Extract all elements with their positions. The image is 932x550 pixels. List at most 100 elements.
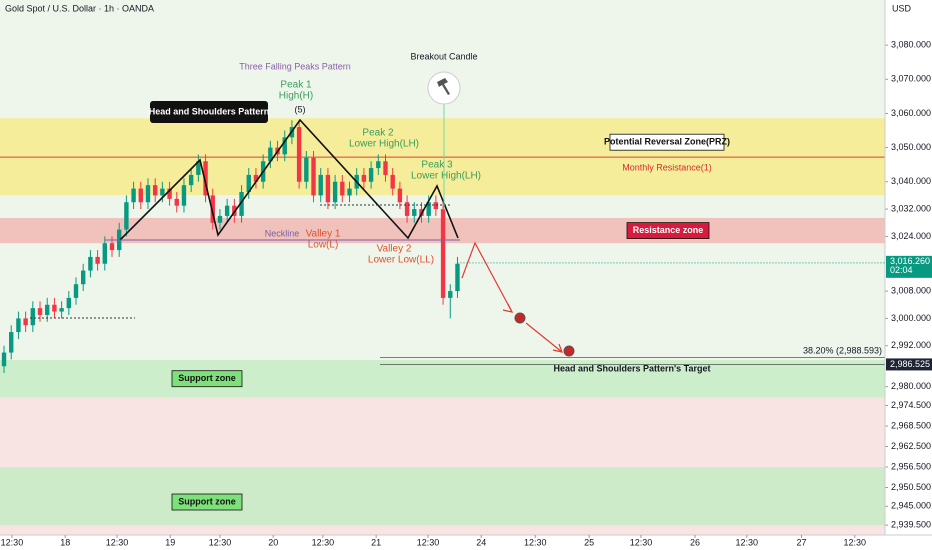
y-tick-label: 3,060.000 bbox=[891, 108, 931, 118]
candle-body bbox=[66, 297, 72, 309]
candle-body bbox=[181, 185, 187, 206]
zone-label: Resistance zone bbox=[633, 225, 704, 235]
candle-body bbox=[138, 188, 143, 203]
candle-body bbox=[196, 161, 201, 175]
candle-body bbox=[88, 256, 93, 271]
candle-body bbox=[45, 304, 50, 315]
candle-body bbox=[109, 243, 115, 251]
y-tick-label: 2,968.500 bbox=[891, 420, 931, 430]
hammer-icon bbox=[437, 78, 450, 95]
currency: USD bbox=[892, 3, 912, 13]
hs-pattern-lines bbox=[119, 118, 459, 241]
candle-body bbox=[440, 209, 446, 298]
candle-body bbox=[376, 161, 381, 169]
zone bbox=[0, 118, 885, 196]
x-tick-label: 12:30 bbox=[312, 537, 335, 547]
x-tick-label: 19 bbox=[165, 537, 175, 547]
candle-body bbox=[332, 181, 338, 203]
x-tick-label: 20 bbox=[268, 537, 278, 547]
zone-label: Potential Reversal Zone(PRZ) bbox=[604, 137, 730, 147]
current-price-label: 3,016.260 bbox=[890, 256, 930, 266]
projection-arrow bbox=[525, 322, 563, 353]
target-marker bbox=[514, 312, 526, 324]
candle-body bbox=[397, 188, 403, 203]
x-tick-label: 25 bbox=[584, 537, 594, 547]
valley-label: Lower Low(LL) bbox=[368, 255, 434, 266]
x-tick-label: 26 bbox=[690, 537, 700, 547]
candle-body bbox=[404, 202, 410, 216]
candle-body bbox=[16, 318, 21, 333]
x-tick-label: 12:30 bbox=[106, 537, 129, 547]
candle-body bbox=[311, 157, 316, 196]
target-price-box bbox=[886, 358, 932, 371]
candle-body bbox=[37, 308, 43, 315]
candle-body bbox=[412, 209, 417, 216]
hs-label: Head and Shoulders Pattern bbox=[149, 106, 270, 116]
candle-body bbox=[383, 161, 388, 175]
candle-body bbox=[347, 188, 352, 196]
candle-body bbox=[23, 318, 28, 326]
neckline-label: Neckline bbox=[265, 228, 300, 238]
candle-body bbox=[448, 291, 453, 298]
zone bbox=[0, 467, 885, 526]
candle-body bbox=[246, 174, 251, 192]
monthly-resistance-label: Monthly Resistance(1) bbox=[622, 163, 712, 173]
candle-body bbox=[340, 181, 345, 196]
candle-body bbox=[455, 263, 460, 292]
candle-body bbox=[124, 202, 129, 230]
peak-label: Peak 2 bbox=[362, 128, 394, 139]
candle-body bbox=[9, 332, 14, 353]
y-tick-label: 2,950.500 bbox=[891, 482, 931, 492]
y-tick-label: 2,980.000 bbox=[891, 381, 931, 391]
x-tick-label: 27 bbox=[797, 537, 807, 547]
arrow-head bbox=[552, 343, 563, 353]
y-tick-label: 2,956.500 bbox=[891, 461, 931, 471]
candle-body bbox=[152, 185, 158, 196]
candle-body bbox=[318, 174, 323, 196]
candle-body bbox=[368, 168, 374, 182]
y-tick-label: 2,939.500 bbox=[891, 519, 931, 529]
candle-body bbox=[210, 195, 215, 223]
zone bbox=[0, 360, 885, 398]
candle-body bbox=[102, 243, 107, 264]
y-tick-label: 3,070.000 bbox=[891, 74, 931, 84]
candle-body bbox=[426, 202, 431, 216]
candle-body bbox=[268, 147, 273, 162]
y-tick-label: 2,945.000 bbox=[891, 501, 931, 511]
candle-body bbox=[296, 127, 302, 182]
pattern-title: Three Falling Peaks Pattern bbox=[239, 61, 351, 71]
candle-body bbox=[30, 308, 36, 326]
y-tick-label: 3,050.000 bbox=[891, 142, 931, 152]
candle-body bbox=[174, 198, 179, 206]
zone-label-box bbox=[171, 493, 243, 511]
x-tick-label: 12:30 bbox=[630, 537, 653, 547]
x-tick-label: 21 bbox=[371, 537, 381, 547]
x-tick-label: 18 bbox=[60, 537, 70, 547]
fib-label: 38.20% (2,988.593) bbox=[803, 346, 882, 356]
target-price-label: 2,986.525 bbox=[890, 359, 930, 369]
zone-label-box bbox=[626, 222, 710, 240]
target-marker bbox=[563, 345, 575, 357]
x-tick-label: 12:30 bbox=[844, 537, 867, 547]
candle-body bbox=[325, 174, 331, 203]
candle-body bbox=[304, 157, 309, 182]
y-tick-label: 3,080.000 bbox=[891, 39, 931, 49]
candle-body bbox=[81, 270, 86, 285]
grid: Monthly Resistance(1) 38.20% (2,988.593) bbox=[0, 156, 885, 365]
candle-body bbox=[282, 137, 287, 155]
candle-body bbox=[239, 191, 244, 216]
zone-label-box bbox=[171, 370, 243, 388]
countdown-label: 02:04 bbox=[890, 265, 913, 275]
zone-label: Support zone bbox=[178, 496, 236, 506]
candle-body bbox=[145, 185, 151, 203]
candle-body bbox=[73, 284, 79, 298]
valley-label: Valley 1 bbox=[306, 229, 341, 240]
x-tick-label: 12:30 bbox=[209, 537, 232, 547]
candle-body bbox=[253, 174, 259, 182]
x-tick-label: 12:30 bbox=[1, 537, 24, 547]
x-tick-label: 12:30 bbox=[417, 537, 440, 547]
candle-body bbox=[167, 188, 172, 199]
breakout-label: Breakout Candle bbox=[410, 51, 477, 61]
candle-body bbox=[95, 256, 100, 264]
